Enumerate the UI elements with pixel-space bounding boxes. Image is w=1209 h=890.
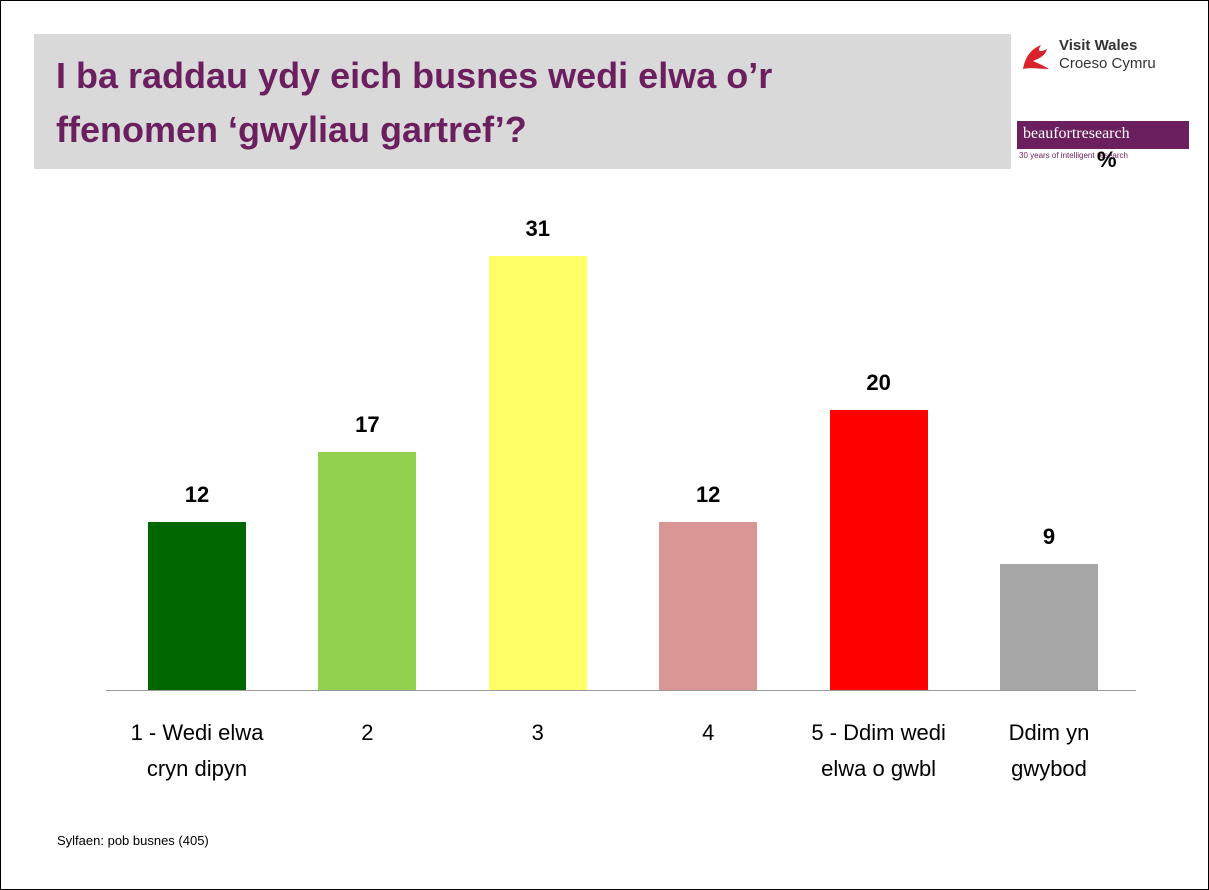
- visit-wales: Visit Wales: [1059, 37, 1138, 54]
- value-label: 9: [1042, 524, 1056, 549]
- value-label: 20: [866, 370, 891, 395]
- x-tick-label: 3: [531, 720, 544, 745]
- bar: [318, 452, 417, 690]
- value-label: 12: [695, 482, 721, 507]
- value-label: 12: [184, 482, 210, 507]
- bar: [148, 522, 246, 690]
- unit-label: %: [1097, 147, 1117, 172]
- croeso-cymru: Croeso Cymru: [1059, 55, 1156, 72]
- bar: [488, 256, 587, 690]
- beaufort-logo: beaufortresearch: [1023, 125, 1130, 142]
- title-box: [34, 34, 1011, 169]
- beaufort-box: [1017, 121, 1189, 149]
- x-tick-label: Ddim yn gwybod: [1008, 720, 1090, 781]
- x-tick-label: 1 - Wedi elwa cryn dipyn: [130, 720, 264, 781]
- bar: [659, 522, 758, 690]
- beaufort-tagline: 30 years of intelligent research: [1019, 151, 1128, 160]
- footnote: Sylfaen: pob busnes (405): [57, 833, 209, 848]
- baseline: [106, 690, 1136, 691]
- bar: [1000, 564, 1098, 690]
- x-tick-label: 5 - Ddim wedi elwa o gwbl: [811, 720, 946, 781]
- chart-title: I ba raddau ydy eich busnes wedi elwa o’…: [56, 55, 773, 150]
- value-label: 17: [355, 412, 380, 437]
- bar: [829, 410, 928, 690]
- x-tick-label: 4: [702, 720, 715, 745]
- value-label: 31: [525, 216, 551, 241]
- x-tick-label: 2: [361, 720, 374, 745]
- dragon-logo: [1023, 45, 1049, 69]
